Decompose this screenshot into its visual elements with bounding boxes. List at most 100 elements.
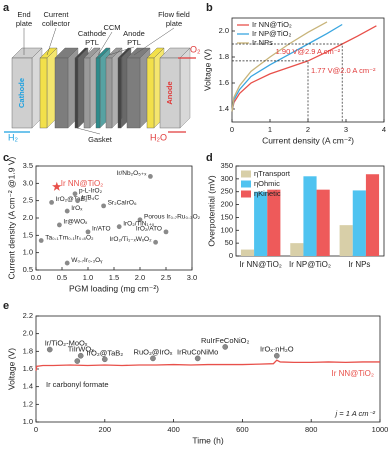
y-tick-label: 2.0: [23, 329, 33, 338]
point-label: IrO₂/ATO: [136, 226, 162, 233]
bar: [290, 243, 304, 256]
point-label: Ir NN@TiO₂: [61, 179, 103, 188]
plate-front: [105, 57, 113, 129]
bar: [240, 249, 255, 256]
data-point: [72, 191, 78, 197]
reference-point: [150, 355, 156, 362]
reference-label: IrO₂@TaB₂: [86, 348, 123, 357]
plate-front: [117, 57, 122, 129]
x-axis-label: Time (h): [192, 435, 223, 445]
data-point: [148, 174, 153, 179]
point-label: IrOₓ: [71, 205, 83, 212]
bar: [303, 176, 317, 256]
bar: [365, 174, 380, 256]
x-tick-label: Ir NP@TiO₂: [289, 260, 331, 269]
bar: [254, 191, 268, 256]
schematic: a End plate Current collector Cathode PT…: [3, 2, 201, 144]
reference-point: [74, 358, 81, 364]
y-tick-label: 1.4: [219, 104, 229, 113]
y-axis-label: Overpotential (mV): [206, 175, 216, 246]
legend-label: Ir NN@TiO₂: [252, 20, 292, 29]
gas-label: O₂: [190, 44, 201, 54]
point-label: Ir/B₄C: [82, 194, 100, 201]
plate-front: [146, 57, 155, 129]
reference-label: Ir carbonyl formate: [46, 380, 109, 389]
x-tick-label: 1000: [372, 425, 389, 434]
leader: [76, 127, 101, 135]
data-point: [64, 260, 70, 266]
electrode-label: Anode: [165, 81, 174, 104]
point-label: Ir/ATO: [92, 226, 111, 233]
y-tick-label: 2.0: [219, 26, 229, 35]
plot-frame: [35, 315, 381, 423]
y-tick-label: 2.5: [23, 196, 33, 205]
y-tick-label: 1.2: [23, 399, 33, 408]
y-tick-label: 250: [220, 187, 233, 196]
leader: [46, 27, 57, 56]
reference-point: [102, 356, 108, 363]
y-axis-label: Current density (A cm⁻² @1.9 V): [6, 156, 16, 279]
part-label: CCM: [103, 23, 120, 32]
x-tick-label: 3.0: [187, 273, 197, 282]
point-label: Ir/Nb₂O₅₊ₓ: [117, 170, 148, 177]
y-tick-label: 1.6: [23, 364, 33, 373]
x-tick-label: 0.5: [57, 273, 67, 282]
point-label: Ir@WOₓ: [63, 219, 88, 226]
legend-swatch: [241, 190, 251, 198]
plate-front: [95, 57, 101, 129]
bar: [267, 189, 281, 256]
y-tick-label: 1.8: [23, 346, 33, 355]
panel-label: e: [3, 300, 9, 312]
guide-line: [232, 43, 343, 122]
x-tick-label: 2: [306, 125, 310, 134]
data-point: [85, 229, 91, 235]
y-tick-label: 3.5: [23, 161, 33, 170]
note: j = 1 A cm⁻²: [335, 409, 376, 418]
series-label: Ir NN@TiO₂: [332, 369, 374, 378]
point-label: W₀.₇Ir₀.₃Oᵧ: [71, 257, 103, 264]
reference-point: [46, 346, 53, 353]
x-tick-label: Ir NN@TiO₂: [239, 260, 281, 269]
part-label: Anode: [123, 29, 145, 38]
series-line: [35, 359, 380, 371]
part-label: Current: [43, 10, 69, 19]
data-point: [38, 238, 44, 243]
reference-point: [194, 355, 201, 362]
panel-label: b: [206, 2, 213, 14]
data-point: [116, 224, 122, 230]
reference-label: RuIrFeCoNiO₂: [201, 336, 249, 345]
plate-side: [179, 47, 191, 129]
y-tick-label: 1.5: [23, 230, 33, 239]
legend-label: Ir NP@TiO₂: [252, 29, 292, 38]
panel-label: a: [3, 2, 10, 14]
plate-front: [159, 57, 181, 129]
y-tick-label: 0.5: [23, 265, 33, 274]
plate-front: [74, 57, 79, 129]
bar: [316, 189, 330, 256]
annotation: 1.90 V@2.9 A cm⁻²: [276, 47, 341, 56]
x-axis-label: Current density (A cm⁻²): [262, 135, 354, 145]
leader: [86, 46, 93, 56]
data-point: [52, 181, 62, 191]
y-tick-label: 2.0: [23, 213, 33, 222]
point-label: IrO₂/Ti₁₋ₓWₓO₂: [109, 236, 152, 243]
data-point: [153, 239, 159, 245]
leader: [97, 31, 113, 56]
series-line: [231, 25, 377, 112]
plate-front: [83, 57, 91, 129]
leader: [133, 27, 175, 56]
point-label: Sr₂CaIrO₆: [108, 200, 137, 207]
part-label: End: [17, 10, 30, 19]
reference-label: IrOₓ·nH₂O: [260, 345, 294, 354]
plate-front: [39, 57, 48, 129]
x-tick-label: 4: [382, 125, 386, 134]
data-point: [64, 208, 70, 214]
x-tick-label: 3: [344, 125, 348, 134]
legend-label: Ir NPs: [252, 38, 273, 47]
data-point: [49, 200, 54, 205]
point-label: IrO₂@TaB₂: [56, 196, 88, 203]
reference-point: [222, 344, 228, 350]
annotation: 1.77 V@2.0 A cm⁻²: [311, 66, 376, 75]
part-label: PTL: [85, 38, 99, 47]
